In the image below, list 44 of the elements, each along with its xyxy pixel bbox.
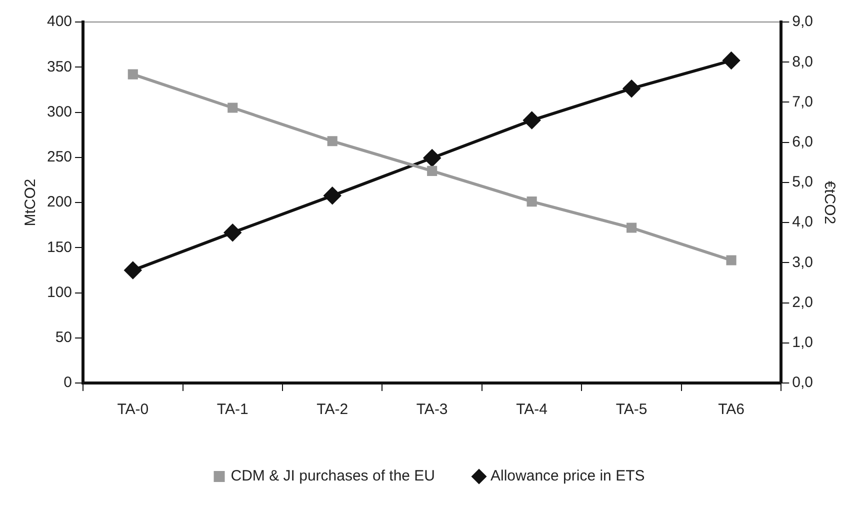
x-tick-label: TA-2 xyxy=(316,401,348,418)
x-tick-label: TA6 xyxy=(718,401,744,418)
y2-tick-label: 5,0 xyxy=(792,174,814,191)
legend-label: Allowance price in ETS xyxy=(490,468,645,485)
y2-tick-label: 1,0 xyxy=(792,334,814,352)
y-axis-title: MtCO2 xyxy=(22,178,40,226)
point xyxy=(526,196,537,207)
point xyxy=(124,262,142,279)
point xyxy=(626,222,637,233)
point xyxy=(523,112,540,129)
y2-tick-label: 8,0 xyxy=(792,53,814,70)
x-tick-label: TA-0 xyxy=(117,401,149,418)
y2-tick-label: 9,0 xyxy=(792,13,814,30)
y2-tick-label: 4,0 xyxy=(792,214,814,231)
point xyxy=(623,80,640,98)
point xyxy=(224,224,242,242)
y2-tick-label: 6,0 xyxy=(792,133,814,150)
y-tick-label: 0 xyxy=(64,374,72,392)
point xyxy=(726,255,736,266)
point xyxy=(427,166,438,176)
y2-tick-label: 7,0 xyxy=(792,93,814,110)
y-tick-label: 400 xyxy=(46,13,72,30)
x-tick-label: TA-3 xyxy=(416,401,448,418)
point xyxy=(722,52,740,70)
y-tick-label: 50 xyxy=(55,329,72,346)
x-tick-label: TA-5 xyxy=(616,401,648,418)
y2-tick-label: 0,0 xyxy=(792,374,814,392)
y-tick-label: 100 xyxy=(46,284,72,301)
point xyxy=(424,149,441,166)
point xyxy=(324,187,341,204)
y2-axis-title: €tCO2 xyxy=(820,180,838,224)
y-tick-label: 200 xyxy=(46,194,72,211)
x-tick-label: TA-4 xyxy=(516,401,548,418)
y-tick-label: 350 xyxy=(46,58,72,76)
y-tick-label: 150 xyxy=(46,238,72,256)
point xyxy=(228,102,238,113)
y-tick-label: 300 xyxy=(46,103,72,120)
y-tick-label: 250 xyxy=(46,148,72,166)
y2-tick-label: 2,0 xyxy=(792,294,814,311)
y2-tick-label: 3,0 xyxy=(792,254,814,271)
point xyxy=(128,69,138,80)
legend-label: CDM & JI purchases of the EU xyxy=(230,468,436,485)
point xyxy=(327,136,338,146)
x-tick-label: TA-1 xyxy=(216,401,248,418)
